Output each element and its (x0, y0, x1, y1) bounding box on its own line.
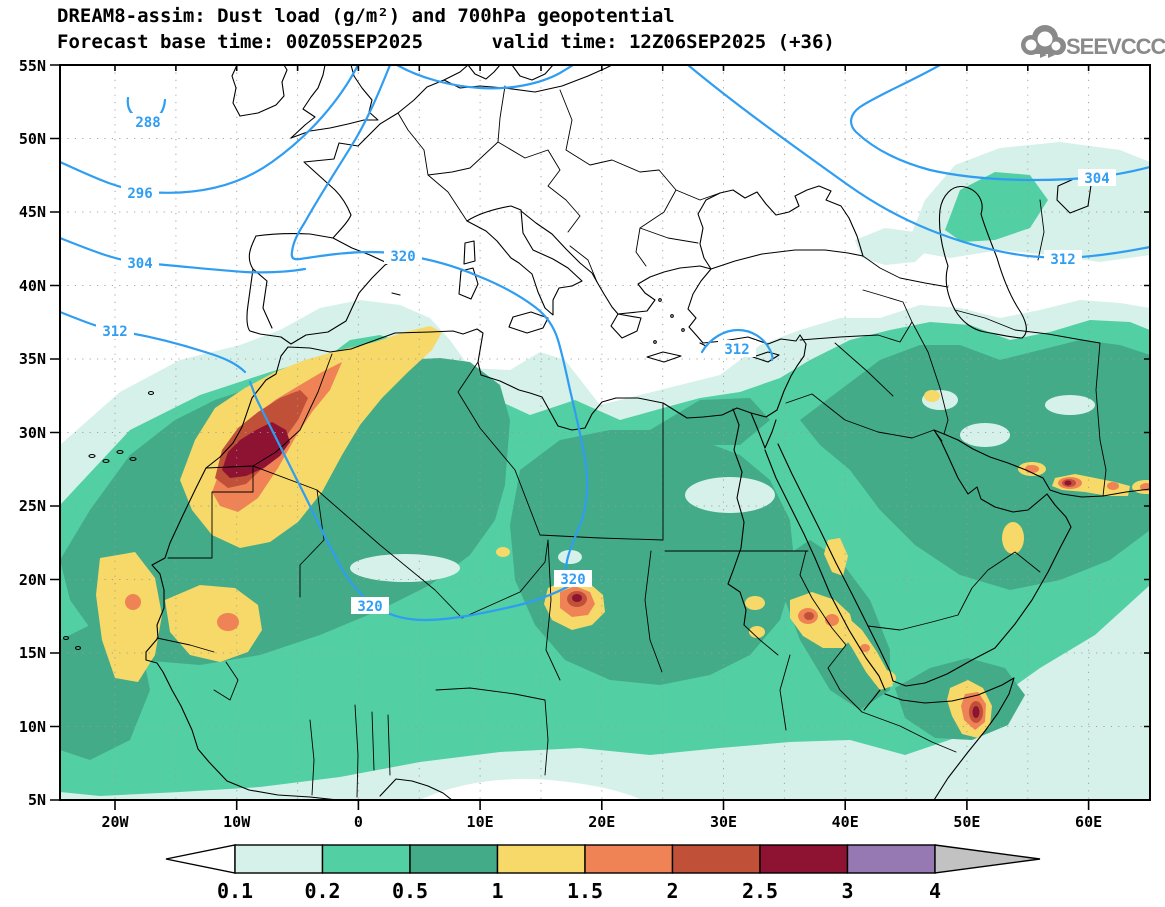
lat-tick-label: 5N (28, 791, 46, 809)
contour-label: 312 (724, 342, 749, 358)
lon-tick-label: 0 (354, 813, 363, 831)
lon-axis-labels: 20W 10W 0 10E 20E 30E 40E 50E 60E (101, 813, 1102, 831)
contour-label: 288 (135, 115, 160, 131)
colorbar-label: 3 (841, 879, 853, 903)
axis-ticks (50, 64, 1150, 810)
colorbar-label: 1 (491, 879, 503, 903)
coastlines-layer (62, 65, 1150, 800)
lat-axis-labels: 55N 50N 45N 40N 35N 30N 25N 20N 15N 10N … (19, 57, 46, 809)
lon-tick-label: 20E (588, 813, 615, 831)
lon-tick-label: 40E (832, 813, 859, 831)
colorbar-label: 0.5 (392, 879, 428, 903)
lat-tick-label: 55N (19, 57, 46, 75)
cloud-icon (1021, 25, 1066, 58)
lat-tick-label: 30N (19, 424, 46, 442)
contour-label: 304 (1084, 171, 1109, 187)
colorbar-segment (671, 844, 761, 874)
page-subtitle: Forecast base time: 00Z05SEP2025 valid t… (57, 31, 835, 53)
lat-tick-label: 20N (19, 571, 46, 589)
colorbar-segment (759, 844, 849, 874)
colorbar-label: 2.5 (742, 879, 778, 903)
colorbar-segment (321, 844, 411, 874)
colorbar-label: 2 (666, 879, 678, 903)
logo-text: SEEVCCC (1066, 34, 1165, 59)
lon-tick-label: 20W (101, 813, 129, 831)
colorbar-label: 1.5 (567, 879, 603, 903)
colorbar: 0.1 0.2 0.5 1 1.5 2 2.5 3 4 (165, 844, 1041, 903)
colorbar-segment (409, 844, 499, 874)
lon-tick-label: 50E (953, 813, 980, 831)
lat-tick-label: 45N (19, 203, 46, 221)
contour-label: 304 (127, 256, 152, 272)
contour-label: 312 (1050, 252, 1075, 268)
lat-tick-label: 15N (19, 644, 46, 662)
seevccc-logo: SEEVCCC (1021, 25, 1165, 59)
lat-tick-label: 25N (19, 497, 46, 515)
colorbar-segment (234, 844, 324, 874)
contour-label: 312 (102, 324, 127, 340)
colorbar-label: 0.1 (217, 879, 253, 903)
colorbar-segment (584, 844, 674, 874)
colorbar-segment (496, 844, 586, 874)
lat-tick-label: 10N (19, 718, 46, 736)
lat-tick-label: 40N (19, 277, 46, 295)
colorbar-label: 4 (929, 879, 941, 903)
lat-tick-label: 35N (19, 350, 46, 368)
page-title: DREAM8-assim: Dust load (g/m²) and 700hP… (57, 5, 675, 27)
lon-tick-label: 10W (223, 813, 251, 831)
dust-fill-layer (60, 142, 1150, 800)
lon-tick-label: 10E (467, 813, 494, 831)
contour-label: 296 (127, 186, 152, 202)
contour-labels-layer: 288 296 304 312 320 312 320 320 312 304 (96, 113, 1116, 615)
colorbar-right-arrow (934, 844, 1041, 874)
colorbar-segment (846, 844, 936, 874)
lat-tick-label: 50N (19, 130, 46, 148)
contour-label: 320 (390, 249, 415, 265)
country-borders-layer (156, 85, 1107, 798)
contour-label: 320 (560, 572, 585, 588)
colorbar-label: 0.2 (304, 879, 340, 903)
contour-label: 320 (357, 599, 382, 615)
lon-tick-label: 30E (710, 813, 737, 831)
lon-tick-label: 60E (1075, 813, 1102, 831)
